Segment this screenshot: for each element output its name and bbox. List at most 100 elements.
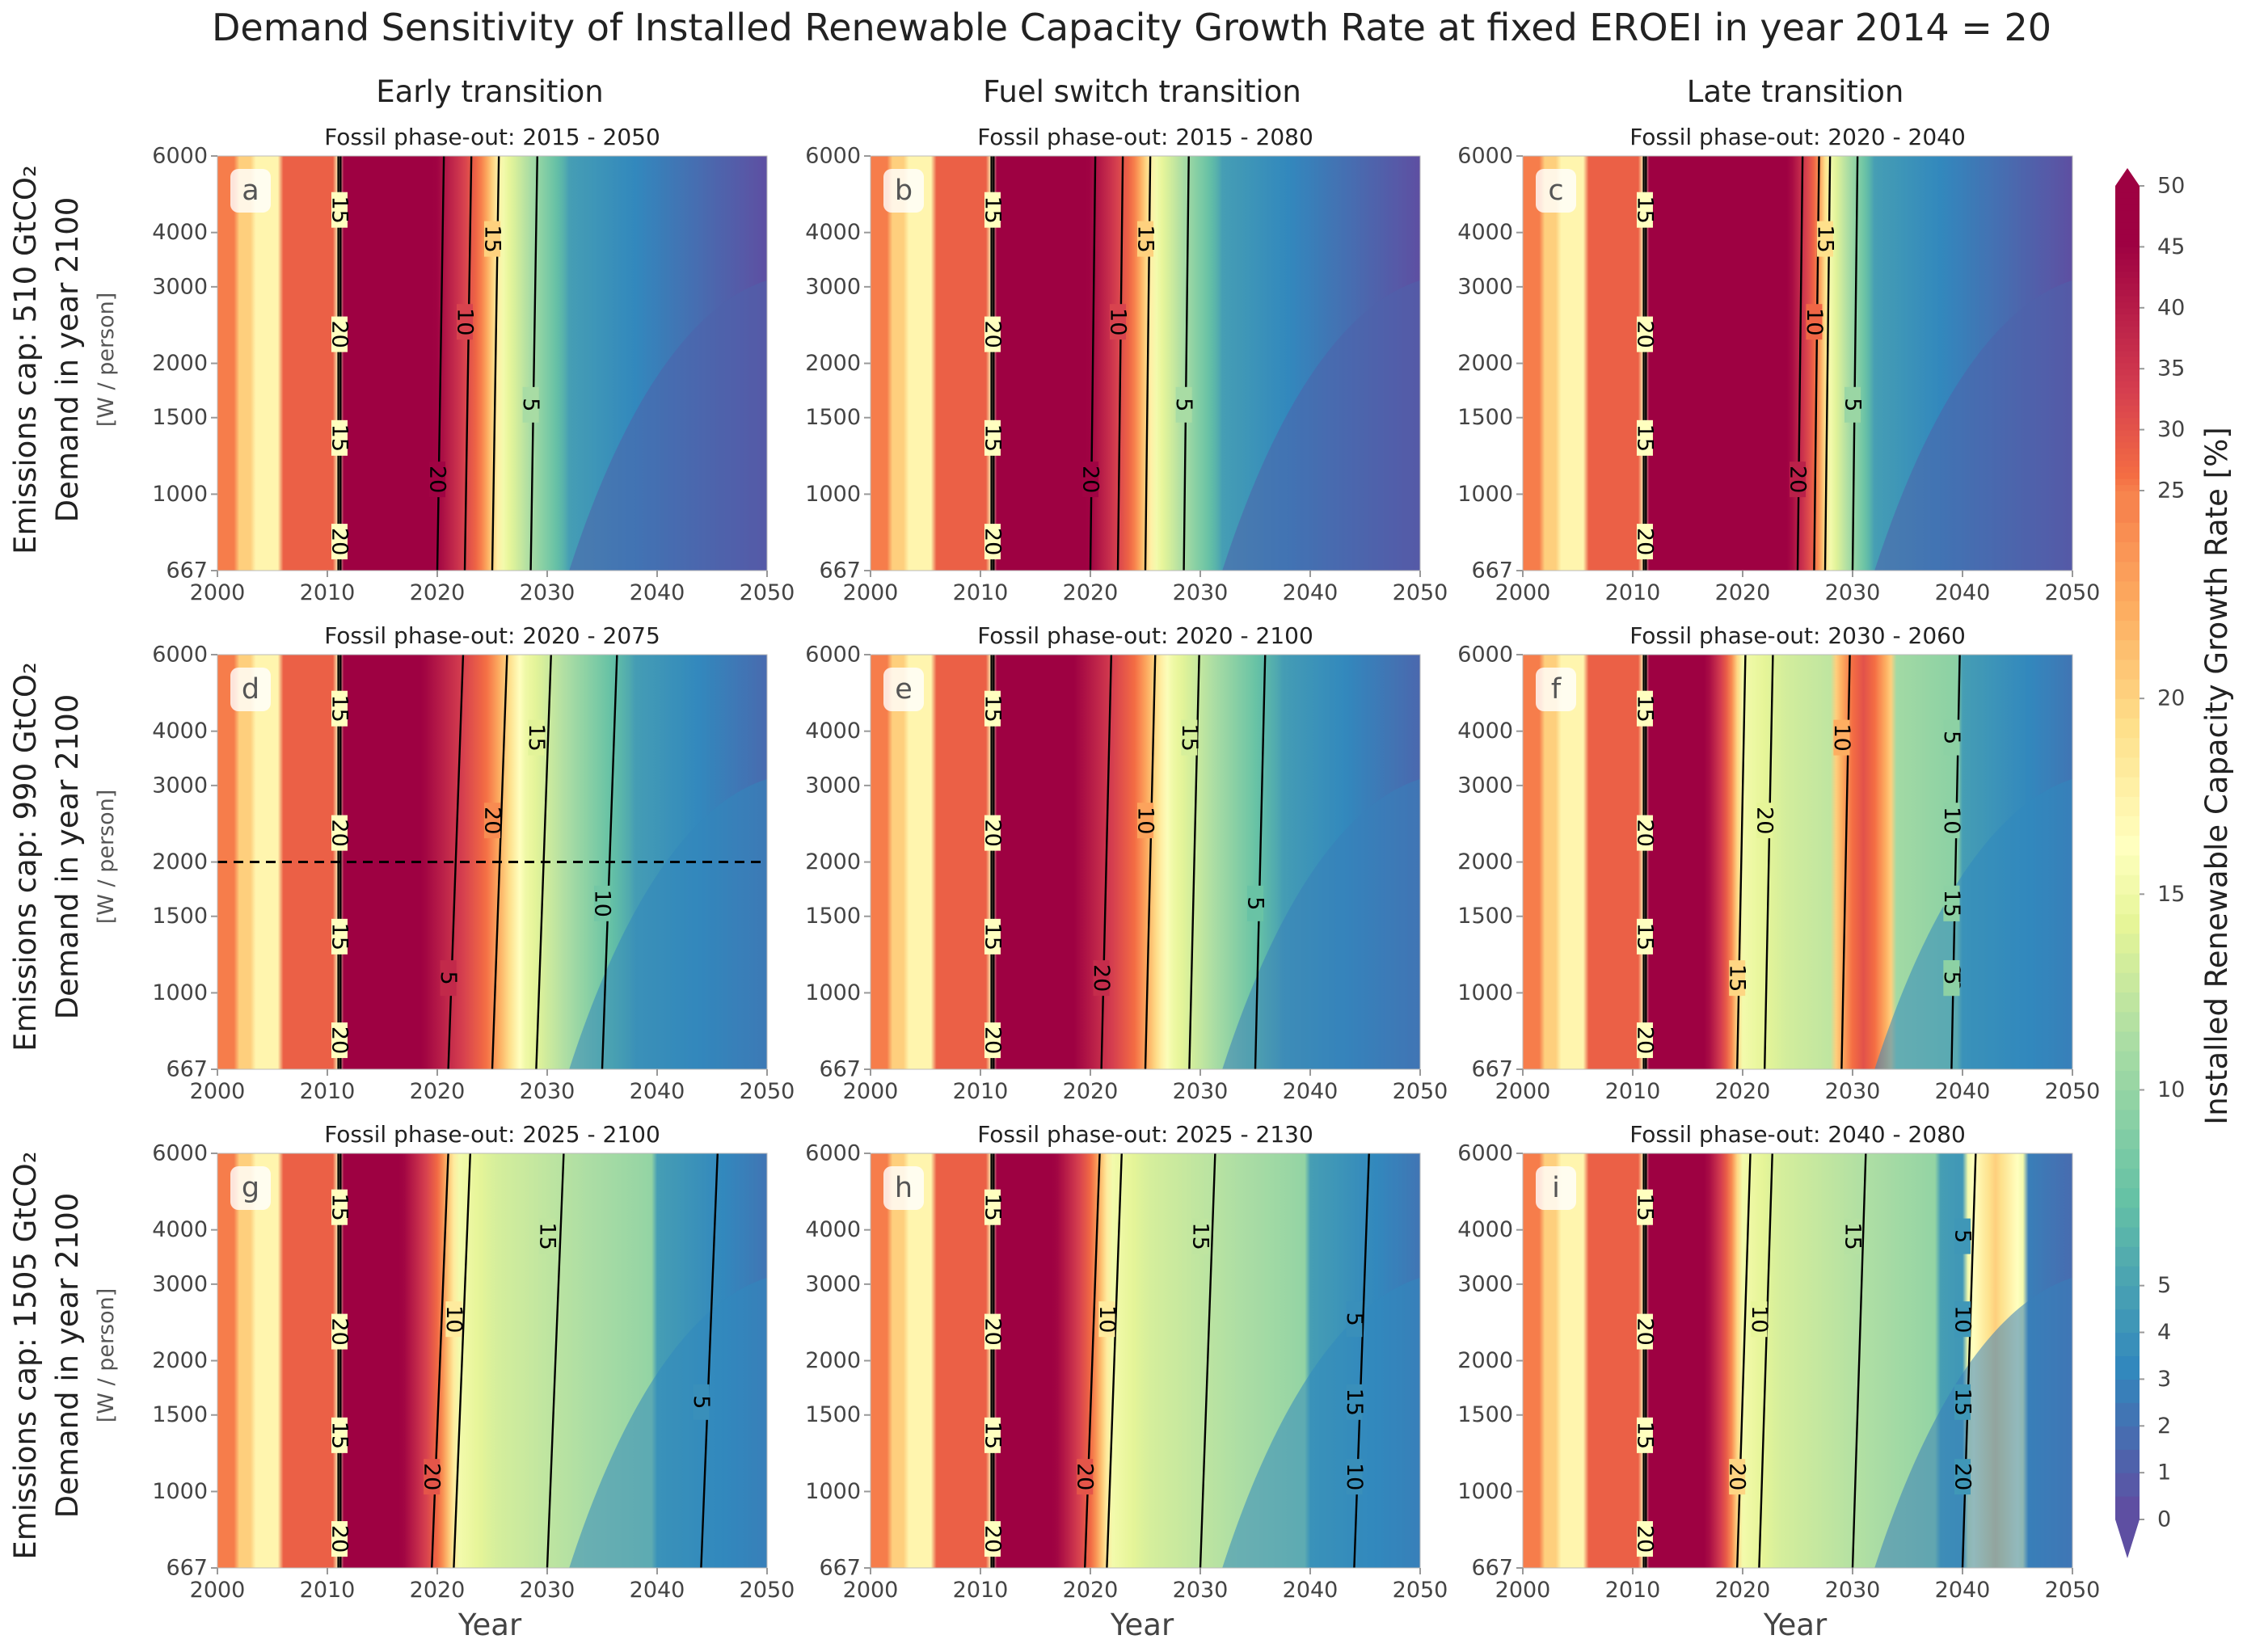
- contour-label: 15: [480, 225, 505, 252]
- contour-label: 20: [1632, 1317, 1657, 1345]
- contour-label: 20: [980, 320, 1005, 348]
- contour-label: 5: [1342, 1313, 1367, 1326]
- colorbar-tick-label: 35: [2157, 356, 2185, 381]
- contour-label-bg: [1346, 1301, 1363, 1338]
- x-tick-label: 2030: [1825, 1578, 1881, 1603]
- x-tick-label: 2040: [1935, 580, 1991, 605]
- contour-line: [1736, 654, 1747, 1070]
- panel-subtitle: Fossil phase-out: 2020 - 2040: [1629, 124, 1966, 150]
- y-tick-label: 1000: [1457, 980, 1513, 1005]
- contour-line: [1183, 155, 1190, 571]
- colorbar-segment: [2115, 1496, 2140, 1520]
- colorbar-segment: [2115, 259, 2140, 266]
- contour-label-bg: [331, 1189, 348, 1225]
- colorbar-segment: [2115, 894, 2140, 915]
- panel-letter: g: [242, 1172, 259, 1204]
- contour-label: 15: [1632, 695, 1657, 723]
- colorbar-bottom-arrow: [2115, 1519, 2140, 1558]
- colorbar-segment: [2115, 271, 2140, 278]
- colorbar-segment: [2115, 417, 2140, 424]
- contour-line: [1116, 155, 1124, 571]
- panel-letter-badge: [230, 169, 271, 213]
- y-tick-label: 667: [819, 1057, 861, 1082]
- contour-label-bg: [522, 386, 539, 423]
- colorbar-segment: [2115, 441, 2140, 449]
- x-tick-label: 2050: [2045, 1578, 2101, 1603]
- colorbar-tick-label: 50: [2157, 174, 2185, 199]
- x-tick-label: 2050: [1393, 580, 1448, 605]
- contour-label-bg: [1845, 386, 1861, 423]
- contour-label-bg: [1729, 1459, 1746, 1495]
- contour-label: 5: [689, 1395, 714, 1409]
- panel-subtitle: Fossil phase-out: 2020 - 2075: [324, 622, 660, 649]
- contour-label: 10: [1939, 807, 1964, 834]
- x-tick-label: 2030: [520, 1578, 575, 1603]
- contour-label: 15: [1133, 225, 1158, 252]
- contour-label-bg: [1756, 803, 1773, 839]
- contour-label: 15: [327, 424, 352, 452]
- contour-label-bg: [984, 1521, 1001, 1557]
- x-tick-label: 2050: [2045, 580, 2101, 605]
- contour-label: 20: [1632, 819, 1657, 846]
- contour-line: [529, 155, 538, 571]
- y-tick-label: 3000: [1457, 274, 1513, 299]
- panel-letter: i: [1552, 1172, 1560, 1204]
- contour-label-bg: [693, 1384, 710, 1420]
- x-tick-label: 2030: [1825, 580, 1881, 605]
- contour-label: 20: [327, 819, 352, 846]
- colorbar-segment: [2115, 369, 2140, 376]
- colorbar-segment: [2115, 491, 2140, 523]
- contour-label-bg: [1806, 304, 1823, 340]
- colorbar-label: Installed Renewable Capacity Growth Rate…: [2199, 427, 2234, 1124]
- contour-line: [1961, 1153, 1977, 1569]
- row-title-1505: Emissions cap: 1505 GtCO₂: [8, 1151, 43, 1559]
- contour-label: 20: [327, 1026, 352, 1054]
- contour-line: [1144, 654, 1157, 1070]
- panel-letter: f: [1551, 673, 1562, 706]
- colorbar-segment: [2115, 756, 2140, 778]
- colorbar-tick-label: 20: [2157, 686, 2185, 711]
- contour-label: 20: [1785, 466, 1811, 493]
- contour-label-bg: [440, 960, 457, 997]
- colorbar-segment: [2115, 265, 2140, 272]
- colorbar-tick-label: 1: [2157, 1460, 2171, 1486]
- contour-label-bg: [1181, 719, 1198, 756]
- colorbar-tick-label: 0: [2157, 1507, 2171, 1532]
- colorbar-segment: [2115, 240, 2140, 247]
- colorbar-segment: [2115, 542, 2140, 563]
- contour-label: 15: [535, 1222, 560, 1250]
- colorbar-segment: [2115, 1379, 2140, 1403]
- contour-line: [463, 155, 473, 571]
- colorbar-segment: [2115, 1266, 2140, 1287]
- colorbar-segment: [2115, 718, 2140, 739]
- contour-label-bg: [1954, 1301, 1971, 1338]
- colorbar-segment: [2115, 1128, 2140, 1149]
- contour-label: 20: [480, 807, 505, 834]
- colorbar-segment: [2115, 835, 2140, 856]
- contour-line: [1851, 155, 1859, 571]
- colorbar-segment: [2115, 350, 2140, 357]
- colorbar-segment: [2115, 393, 2140, 400]
- y-tick-label: 2000: [805, 1348, 861, 1373]
- x-tick-label: 2000: [843, 1079, 899, 1104]
- contour-label: 5: [436, 971, 461, 985]
- x-tick-label: 2050: [1393, 1578, 1448, 1603]
- y-tick-label: 6000: [1457, 643, 1513, 668]
- y-tick-label: 1500: [152, 904, 208, 929]
- panel-d: 15 20 15 20 5 20 15 10 d Fossil phase-out: 2020 -…: [152, 622, 795, 1104]
- y-tick-label: 2000: [1457, 1348, 1513, 1373]
- contour-label-bg: [1954, 1459, 1971, 1495]
- contour-label-bg: [424, 1459, 441, 1495]
- colorbar-segment: [2115, 362, 2140, 369]
- row-ylabel-990: Demand in year 2100: [50, 694, 85, 1020]
- colorbar-segment: [2115, 1187, 2140, 1208]
- colorbar-segment: [2115, 319, 2140, 327]
- colorbar-top-arrow: [2115, 168, 2140, 186]
- x-tick-label: 2040: [1935, 1079, 1991, 1104]
- contour-label-bg: [984, 192, 1001, 228]
- colorbar-tick-label: 5: [2157, 1273, 2171, 1298]
- colorbar-segment: [2115, 992, 2140, 1013]
- x-tick-label: 2040: [1283, 580, 1339, 605]
- contour-label: 20: [1073, 1463, 1098, 1490]
